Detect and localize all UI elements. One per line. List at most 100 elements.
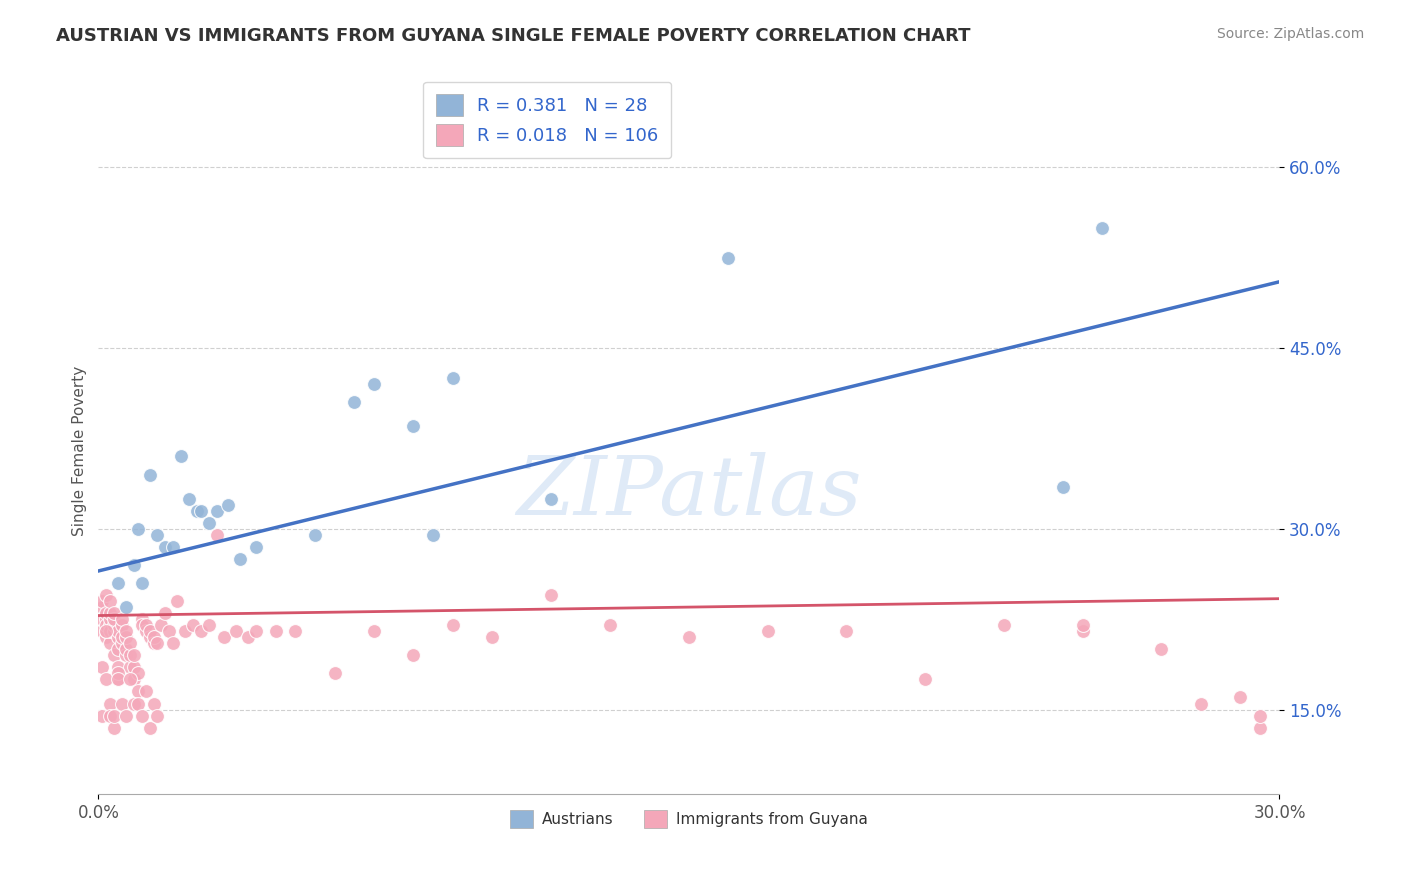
Point xyxy=(115,624,138,639)
Point xyxy=(155,606,177,620)
Y-axis label: Single Female Poverty: Single Female Poverty xyxy=(72,366,87,535)
Point xyxy=(115,708,138,723)
Point xyxy=(284,624,307,639)
Point xyxy=(115,630,138,644)
Point xyxy=(146,708,169,723)
Point xyxy=(118,636,141,650)
Point xyxy=(1052,480,1074,494)
Point xyxy=(96,630,118,644)
Point xyxy=(363,377,385,392)
Text: Source: ZipAtlas.com: Source: ZipAtlas.com xyxy=(1216,27,1364,41)
Point xyxy=(481,630,503,644)
Point xyxy=(118,660,141,674)
Point xyxy=(138,721,160,735)
Point xyxy=(441,371,464,385)
Point xyxy=(98,708,121,723)
Point xyxy=(150,618,173,632)
Point xyxy=(91,660,114,674)
Point xyxy=(217,498,239,512)
Point xyxy=(98,636,121,650)
Point xyxy=(177,491,200,506)
Point xyxy=(103,648,125,663)
Point xyxy=(236,630,259,644)
Point xyxy=(91,708,114,723)
Point xyxy=(181,618,204,632)
Point xyxy=(103,606,125,620)
Point xyxy=(1249,721,1271,735)
Text: ZIPatlas: ZIPatlas xyxy=(516,451,862,532)
Point xyxy=(540,588,562,602)
Point xyxy=(127,697,149,711)
Point xyxy=(127,522,149,536)
Point xyxy=(914,673,936,687)
Point xyxy=(107,642,129,657)
Point xyxy=(111,630,134,644)
Point xyxy=(98,697,121,711)
Point xyxy=(107,660,129,674)
Point xyxy=(91,612,114,626)
Point xyxy=(98,594,121,608)
Point xyxy=(1091,220,1114,235)
Point xyxy=(225,624,247,639)
Point xyxy=(756,624,779,639)
Point xyxy=(138,624,160,639)
Point xyxy=(323,666,346,681)
Point xyxy=(146,636,169,650)
Point xyxy=(111,636,134,650)
Point xyxy=(162,636,184,650)
Point xyxy=(138,630,160,644)
Point xyxy=(214,630,236,644)
Text: AUSTRIAN VS IMMIGRANTS FROM GUYANA SINGLE FEMALE POVERTY CORRELATION CHART: AUSTRIAN VS IMMIGRANTS FROM GUYANA SINGL… xyxy=(56,27,970,45)
Point xyxy=(118,648,141,663)
Point xyxy=(166,594,188,608)
Point xyxy=(197,516,219,530)
Point xyxy=(343,395,366,409)
Point xyxy=(138,467,160,482)
Point xyxy=(98,612,121,626)
Point xyxy=(599,618,621,632)
Point xyxy=(142,636,165,650)
Point xyxy=(111,612,134,626)
Point xyxy=(115,642,138,657)
Point xyxy=(103,618,125,632)
Point xyxy=(103,708,125,723)
Point xyxy=(155,540,177,554)
Point xyxy=(142,697,165,711)
Point xyxy=(91,624,114,639)
Point xyxy=(245,624,267,639)
Point xyxy=(122,648,145,663)
Point xyxy=(186,504,208,518)
Point xyxy=(441,618,464,632)
Point xyxy=(96,588,118,602)
Point xyxy=(107,630,129,644)
Point xyxy=(1071,624,1094,639)
Point xyxy=(98,618,121,632)
Point xyxy=(91,600,114,615)
Point xyxy=(118,673,141,687)
Point xyxy=(103,612,125,626)
Legend: Austrians, Immigrants from Guyana: Austrians, Immigrants from Guyana xyxy=(503,804,875,834)
Point xyxy=(96,618,118,632)
Point xyxy=(304,528,326,542)
Point xyxy=(190,504,212,518)
Point xyxy=(122,660,145,674)
Point xyxy=(122,697,145,711)
Point xyxy=(96,624,118,639)
Point xyxy=(422,528,444,542)
Point xyxy=(111,697,134,711)
Point xyxy=(107,673,129,687)
Point xyxy=(96,624,118,639)
Point xyxy=(146,528,169,542)
Point xyxy=(115,648,138,663)
Point xyxy=(1249,708,1271,723)
Point xyxy=(131,618,153,632)
Point xyxy=(135,618,157,632)
Point xyxy=(135,624,157,639)
Point xyxy=(91,594,114,608)
Point xyxy=(111,618,134,632)
Point xyxy=(135,684,157,698)
Point xyxy=(205,528,228,542)
Point xyxy=(1229,690,1251,705)
Point xyxy=(131,612,153,626)
Point xyxy=(103,721,125,735)
